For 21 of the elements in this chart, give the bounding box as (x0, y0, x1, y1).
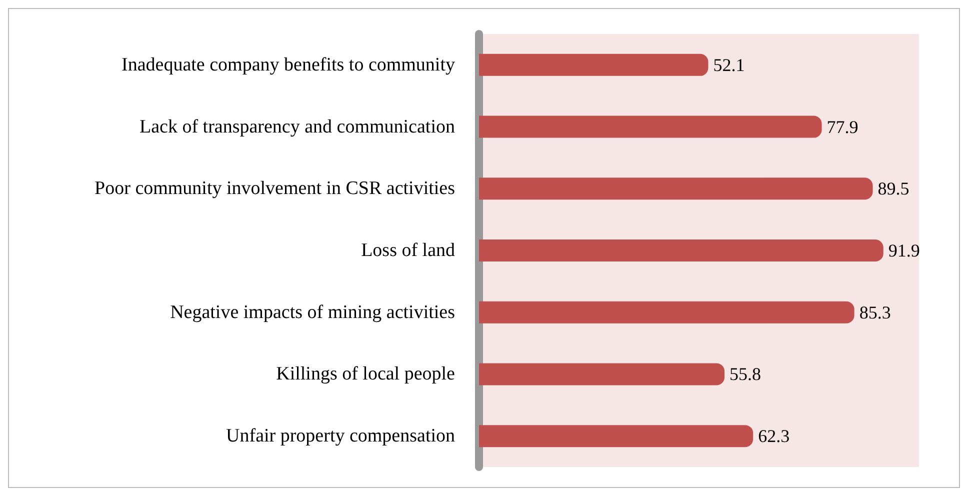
data-label: 55.8 (730, 364, 762, 384)
y-tick-label: Killings of local people (276, 364, 455, 385)
data-label: 91.9 (888, 240, 920, 260)
y-tick-label: Negative impacts of mining activities (170, 302, 455, 323)
data-label: 52.1 (713, 54, 745, 75)
data-label: 89.5 (878, 178, 910, 199)
data-label: 77.9 (826, 116, 858, 137)
bar (479, 240, 884, 262)
bar (479, 54, 708, 76)
bar (479, 178, 873, 200)
y-tick-label: Poor community involvement in CSR activities (94, 178, 455, 200)
bar (479, 116, 822, 138)
data-label: 62.3 (758, 426, 790, 446)
y-tick-label: Inadequate company benefits to community (122, 54, 456, 76)
y-tick-label: Unfair property compensation (226, 426, 456, 447)
y-tick-label: Loss of land (361, 240, 456, 261)
bar (479, 301, 854, 324)
bar (479, 363, 725, 386)
y-tick-label: Lack of transparency and communication (140, 116, 456, 138)
bar (479, 425, 754, 448)
data-label: 85.3 (859, 302, 891, 322)
